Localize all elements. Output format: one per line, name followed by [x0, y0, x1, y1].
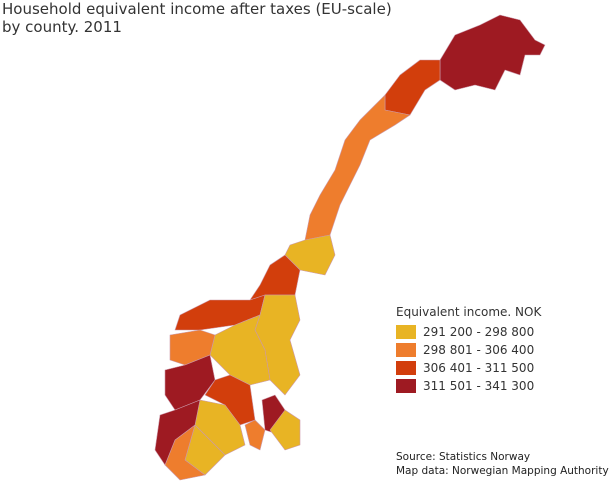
- title: Household equivalent income after taxes …: [2, 0, 392, 18]
- legend-swatch: [396, 379, 416, 393]
- source: Source: Statistics Norway: [396, 451, 530, 463]
- county: [284, 234, 336, 276]
- legend: 291 200 - 298 800 298 801 - 306 400 306 40…: [396, 325, 534, 393]
- county: [244, 419, 266, 451]
- county: [164, 354, 216, 411]
- county: [304, 94, 411, 241]
- legend-swatch: [396, 361, 416, 375]
- county: [154, 399, 201, 466]
- legend-title: Equivalent income. NOK: [396, 305, 542, 319]
- legend-swatch: [396, 343, 416, 357]
- legend-label: 306 401 - 311 500: [423, 361, 534, 375]
- county: [209, 314, 271, 386]
- county: [439, 14, 546, 91]
- source: Map data: Norwegian Mapping Authority: [396, 465, 609, 477]
- county: [204, 374, 256, 426]
- legend-label: 291 200 - 298 800: [423, 325, 534, 339]
- legend-swatch: [396, 325, 416, 339]
- title: by county. 2011: [2, 18, 122, 36]
- legend-label: 311 501 - 341 300: [423, 379, 534, 393]
- county: [269, 409, 301, 451]
- legend-label: 298 801 - 306 400: [423, 343, 534, 357]
- counties: [154, 14, 546, 481]
- county: [384, 59, 441, 116]
